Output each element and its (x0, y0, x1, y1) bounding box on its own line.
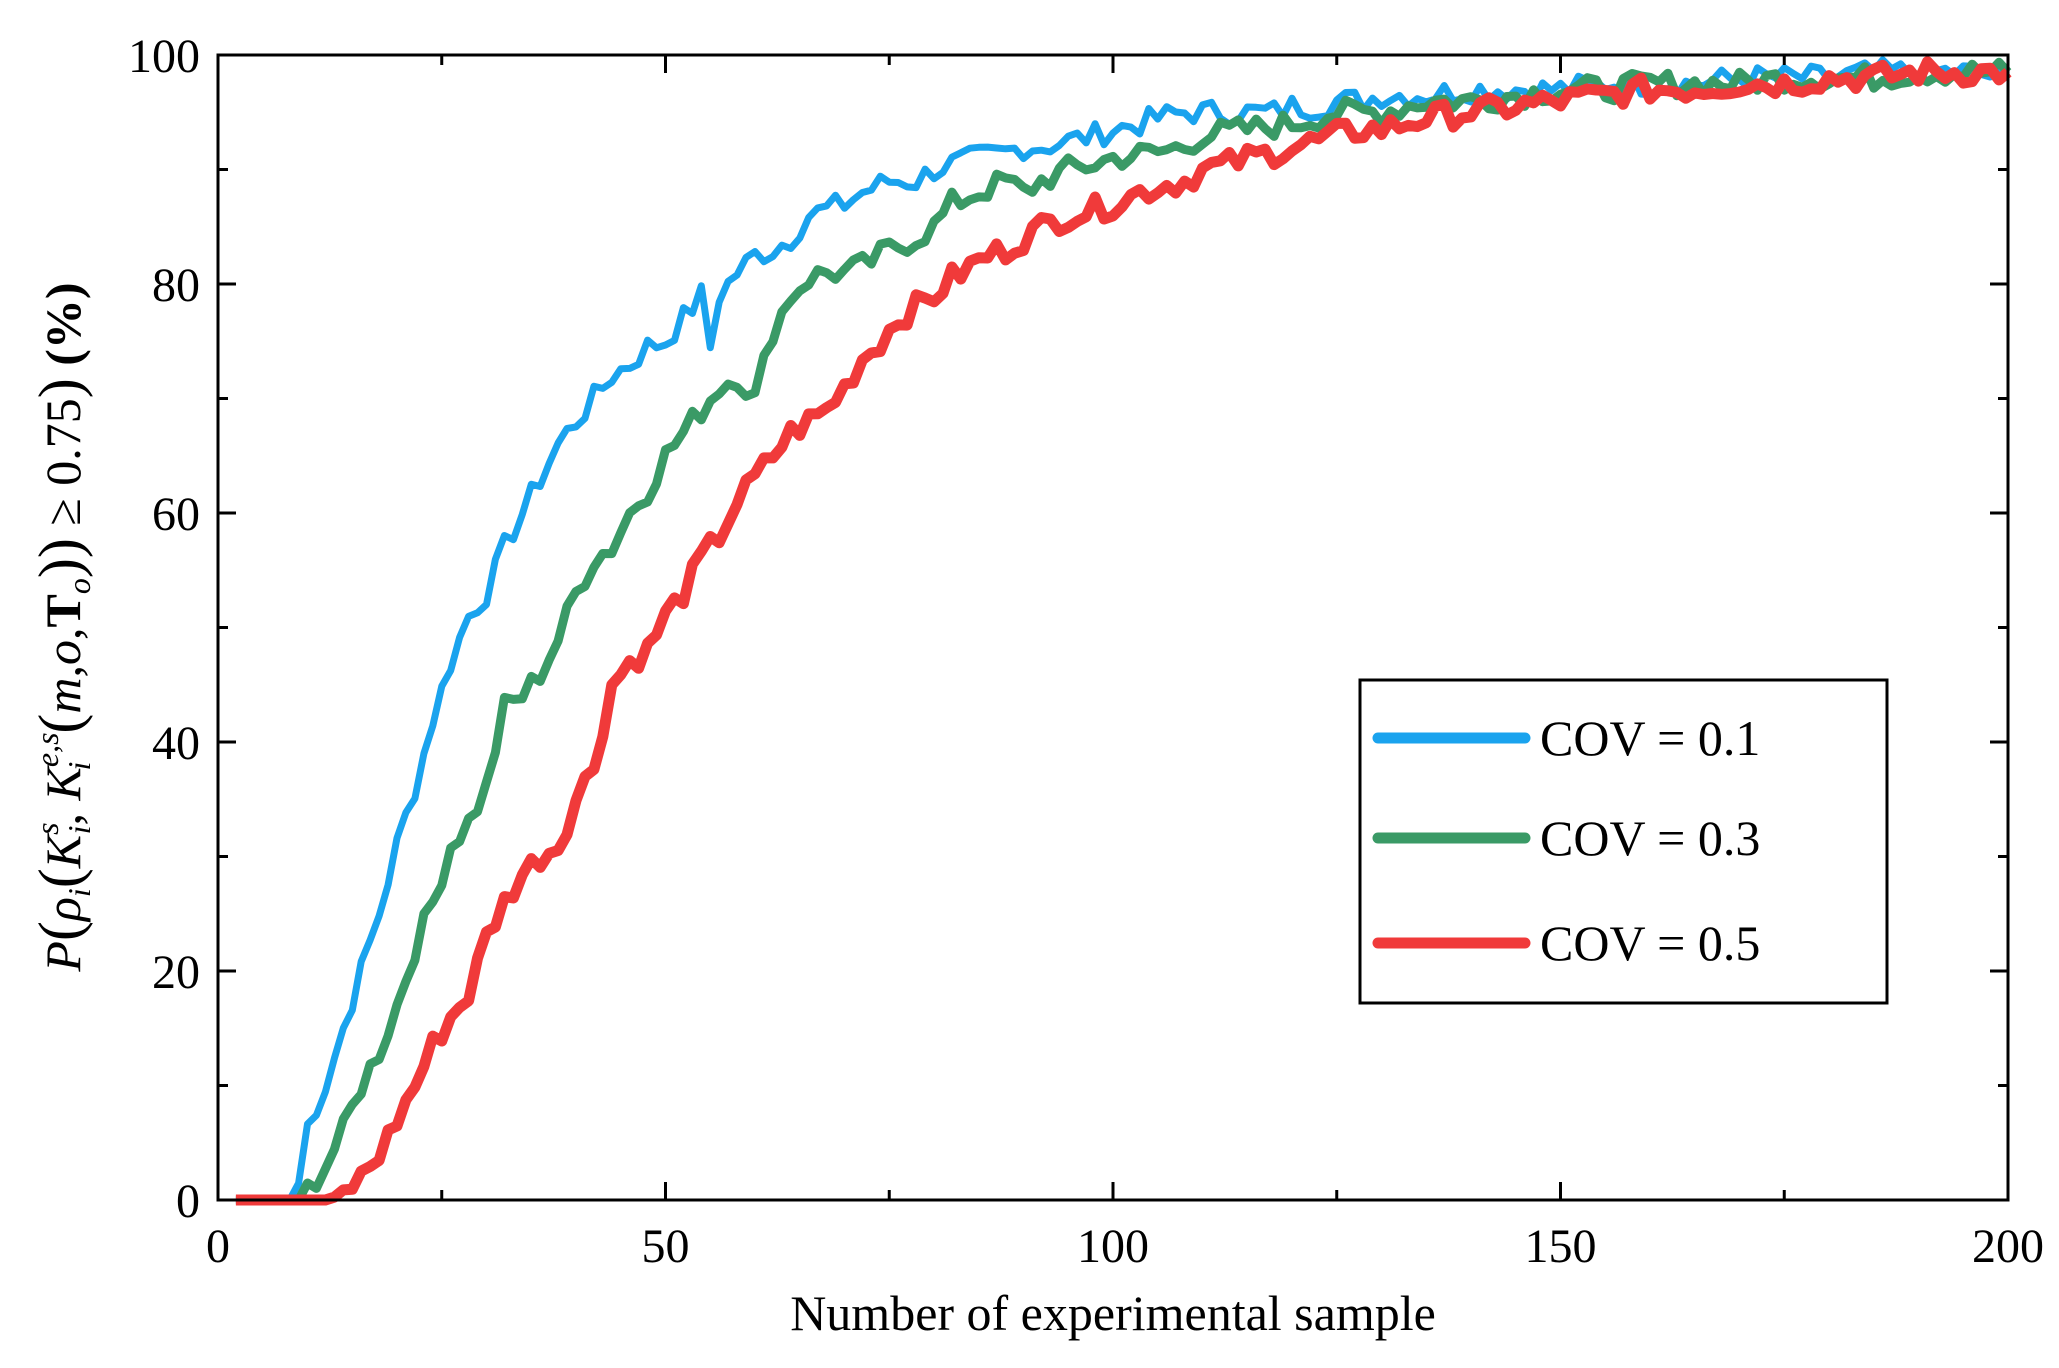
series-layer (235, 56, 2012, 1206)
y-tick-label: 60 (152, 488, 200, 541)
series-line-cov-0-1 (235, 56, 2011, 1204)
x-tick-label: 150 (1525, 1220, 1597, 1273)
legend-label-cov-0-1: COV = 0.1 (1540, 710, 1760, 766)
x-tick-label: 200 (1972, 1220, 2044, 1273)
y-tick-label: 40 (152, 717, 200, 770)
y-tick-label: 0 (176, 1175, 200, 1228)
series-line-cov-0-3 (235, 57, 2012, 1205)
y-axis-title: P(ρi(Ksi, Ke,si(m,o,To)) ≥ 0.75) (%) (27, 282, 97, 972)
x-tick-label: 100 (1077, 1220, 1149, 1273)
y-tick-label: 20 (152, 946, 200, 999)
y-tick-label: 100 (128, 30, 200, 83)
x-tick-label: 50 (642, 1220, 690, 1273)
series-line-cov-0-5 (235, 56, 2012, 1206)
legend-label-cov-0-5: COV = 0.5 (1540, 915, 1760, 971)
svg-text:P(ρi(Ksi, Ke,si(m,o,To)) ≥ 0.7: P(ρi(Ksi, Ke,si(m,o,To)) ≥ 0.75) (%) (27, 282, 97, 972)
x-axis-title: Number of experimental sample (790, 1285, 1436, 1341)
y-tick-label: 80 (152, 259, 200, 312)
plot-frame (216, 53, 2010, 1202)
ticks-layer: 0 50 100 150 200 0 20 40 60 80 100 (128, 30, 2044, 1273)
legend-label-cov-0-3: COV = 0.3 (1540, 810, 1760, 866)
x-tick-label: 0 (206, 1220, 230, 1273)
legend: COV = 0.1 COV = 0.3 COV = 0.5 (1358, 678, 1889, 1005)
